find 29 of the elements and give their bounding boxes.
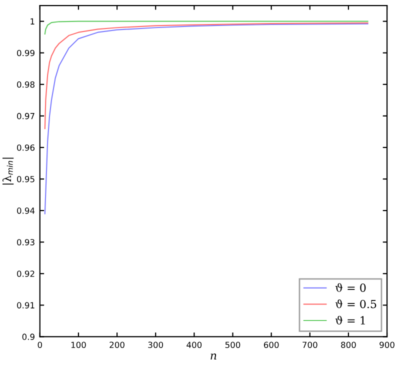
legend-label: ϑ = 0 (335, 283, 366, 292)
x-axis-title: n (210, 354, 216, 360)
x-tick-label: 600 (264, 342, 279, 348)
y-tick-label: 0.9 (22, 334, 34, 340)
legend-label: ϑ = 1 (335, 316, 365, 325)
line-series (44, 20, 368, 34)
x-tick-label: 700 (302, 342, 318, 348)
x-tick-label: 300 (148, 342, 164, 348)
y-tick-label: 0.96 (17, 144, 35, 151)
y-tick-label: 0.94 (17, 208, 35, 214)
x-tick-label: 800 (341, 342, 356, 348)
y-tick-label: 0.99 (17, 50, 34, 56)
y-tick-label: 0.95 (17, 176, 34, 182)
line-series (44, 23, 368, 214)
y-tick-label: 0.98 (17, 81, 34, 88)
y-tick-label: 1 (30, 18, 34, 24)
legend-label: ϑ = 0.5 (335, 300, 376, 308)
x-tick-label: 400 (186, 342, 202, 348)
x-tick-label: 0 (38, 342, 42, 348)
y-tick-label: 0.92 (17, 270, 34, 277)
y-tick-label: 0.93 (17, 239, 34, 246)
line-series (44, 22, 368, 130)
x-tick-label: 100 (71, 342, 86, 348)
x-tick-label: 200 (110, 342, 124, 348)
y-tick-label: 0.91 (17, 302, 34, 308)
x-tick-label: 900 (380, 342, 394, 348)
y-axis-title: |λ$_{min}$| (2, 158, 14, 185)
x-tick-label: 500 (225, 342, 240, 348)
y-tick-label: 0.97 (17, 112, 34, 120)
